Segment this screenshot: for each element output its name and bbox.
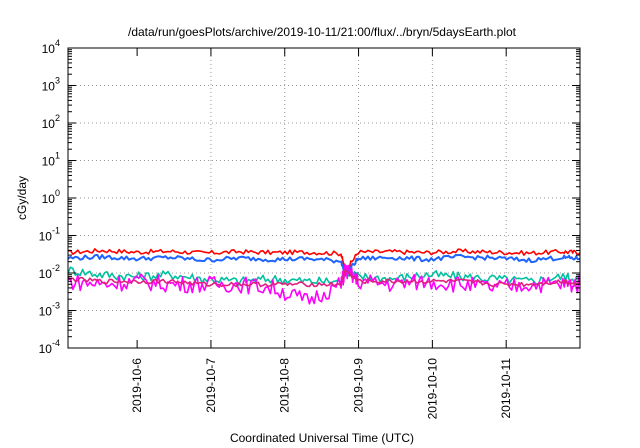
x-tick-label: 2019-10-6: [130, 358, 144, 413]
x-tick-label: 2019-10-11: [499, 358, 513, 419]
y-tick-label: 10-4: [39, 338, 60, 356]
series-line: [67, 248, 581, 275]
x-tick-label: 2019-10-8: [278, 358, 292, 413]
x-axis-label: Coordinated Universal Time (UTC): [230, 431, 414, 445]
x-tick-label: 2019-10-10: [425, 358, 439, 420]
grid: [68, 48, 580, 348]
y-tick-label: 101: [42, 151, 60, 169]
series-line: [67, 253, 581, 277]
y-axis: 104 103 102 101 100 10-1 10-2 10-3 10-4: [39, 38, 580, 356]
y-tick-label: 10-2: [39, 263, 60, 281]
series-line: [67, 269, 581, 288]
y-tick-label: 10-3: [39, 301, 60, 319]
x-axis: 2019-10-6 2019-10-7 2019-10-8 2019-10-9 2019…: [130, 48, 513, 419]
y-tick-label: 102: [42, 113, 60, 131]
series-line: [67, 263, 581, 305]
y-tick-label: 103: [42, 76, 60, 94]
y-axis-label: cGy/day: [15, 176, 29, 220]
y-tick-label: 100: [42, 188, 60, 206]
y-tick-label: 10-1: [39, 226, 60, 244]
series-group: [67, 248, 581, 305]
x-tick-label: 2019-10-9: [352, 358, 366, 413]
chart-title: /data/run/goesPlots/archive/2019-10-11/2…: [128, 25, 517, 39]
x-tick-label: 2019-10-7: [204, 358, 218, 413]
y-tick-label: 104: [42, 38, 60, 56]
